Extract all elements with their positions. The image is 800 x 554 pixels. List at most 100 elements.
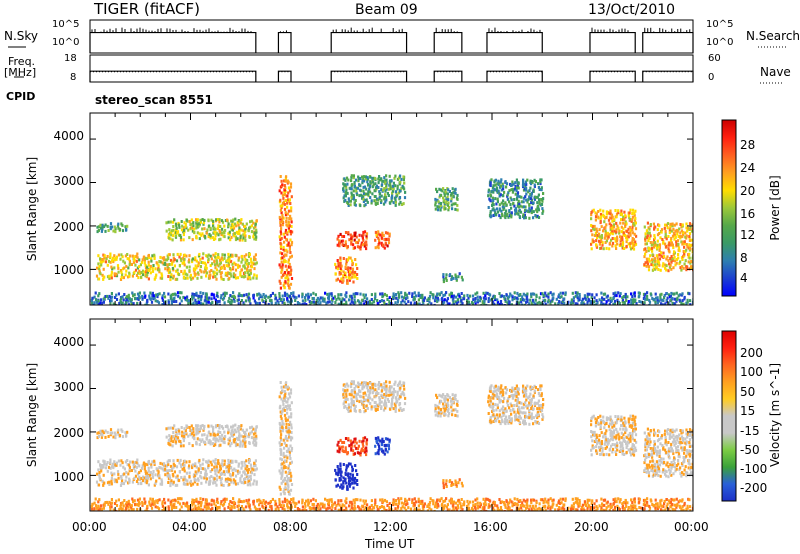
velocity-echo-cell [101, 464, 104, 467]
power-echo-cell [173, 231, 176, 235]
power-echo-cell [246, 277, 249, 281]
power-echo-cell [201, 232, 204, 236]
power-echo-cell [463, 297, 466, 301]
power-echo-cell [243, 254, 246, 258]
velocity-echo-cell [290, 426, 293, 430]
power-echo-cell [658, 224, 661, 228]
power-echo-cell [245, 222, 248, 226]
power-echo-cell [220, 271, 223, 275]
velocity-echo-cell [182, 432, 186, 436]
power-echo-cell [233, 261, 236, 265]
velocity-echo-cell [354, 405, 357, 408]
power-echo-cell [612, 296, 615, 300]
power-echo-cell [233, 299, 236, 303]
velocity-echo-cell [493, 393, 496, 397]
power-echo-cell [258, 301, 261, 305]
power-echo-cell [209, 254, 212, 258]
power-echo-cell [222, 264, 225, 268]
power-echo-cell [659, 268, 662, 272]
velocity-echo-cell [228, 482, 231, 486]
power-echo-cell [502, 202, 505, 206]
power-echo-cell [669, 257, 672, 260]
power-echo-cell [665, 244, 668, 248]
power-echo-cell [140, 271, 143, 274]
power-echo-cell [248, 269, 251, 273]
velocity-echo-cell [234, 474, 238, 478]
power-echo-cell [343, 183, 347, 187]
power-echo-cell [614, 244, 617, 248]
power-echo-cell [615, 228, 618, 232]
power-echo-cell [280, 236, 283, 240]
power-echo-cell [506, 193, 509, 197]
power-echo-cell [335, 265, 338, 269]
power-echo-cell [605, 210, 608, 214]
power-echo-cell [347, 276, 350, 280]
velocity-echo-cell [240, 466, 243, 470]
power-echo-cell [448, 190, 451, 193]
velocity-echo-cell [290, 412, 293, 416]
power-echo-cell [301, 292, 304, 296]
power-echo-cell [617, 209, 620, 213]
power-echo-cell [97, 294, 100, 298]
velocity-echo-cell [505, 391, 508, 395]
velocity-echo-cell [452, 408, 455, 412]
power-echo-cell [398, 196, 402, 199]
power-echo-cell [115, 272, 118, 276]
power-echo-cell [471, 294, 475, 298]
power-echo-cell [243, 232, 246, 236]
power-echo-cell [339, 256, 342, 260]
power-echo-cell [504, 299, 507, 303]
velocity-echo-cell [253, 443, 256, 447]
power-echo-cell [285, 216, 288, 220]
velocity-echo-cell [227, 469, 231, 473]
velocity-echo-cell [502, 413, 505, 417]
velocity-echo-cell [173, 464, 176, 468]
power-echo-cell [600, 300, 603, 304]
power-echo-cell [169, 278, 172, 282]
velocity-echo-cell [356, 479, 359, 482]
power-echo-cell [334, 301, 337, 304]
power-echo-cell [522, 196, 525, 200]
velocity-echo-cell [175, 475, 178, 479]
power-echo-cell [436, 190, 439, 194]
velocity-echo-cell [342, 480, 345, 484]
power-echo-cell [640, 300, 643, 304]
power-echo-cell [483, 302, 486, 305]
power-echo-cell [450, 278, 453, 281]
power-echo-cell [185, 226, 188, 230]
power-echo-cell [684, 259, 687, 263]
power-echo-cell [594, 231, 598, 235]
power-echo-cell [254, 222, 257, 226]
velocity-echo-cell [347, 384, 350, 388]
velocity-echo-cell [214, 481, 217, 484]
velocity-echo-cell [194, 462, 197, 466]
velocity-echo-cell [385, 380, 388, 384]
power-echo-cell [97, 299, 100, 303]
velocity-echo-cell [451, 393, 454, 397]
velocity-echo-cell [359, 383, 362, 386]
power-echo-cell [502, 207, 505, 211]
power-echo-cell [106, 275, 110, 279]
power-echo-cell [591, 224, 594, 228]
power-echo-cell [339, 232, 342, 236]
velocity-echo-cell [402, 381, 405, 385]
power-echo-cell [590, 296, 593, 300]
power-echo-cell [454, 273, 457, 277]
power-echo-cell [383, 176, 386, 180]
power-echo-cell [455, 302, 458, 305]
velocity-echo-cell [285, 443, 288, 447]
power-echo-cell [358, 300, 361, 304]
velocity-echo-cell [359, 410, 362, 414]
power-echo-cell [367, 300, 370, 304]
power-echo-cell [624, 292, 627, 296]
power-echo-cell [658, 232, 661, 235]
power-echo-cell [443, 191, 446, 195]
velocity-echo-cell [247, 434, 250, 438]
power-echo-cell [122, 276, 125, 280]
velocity-echo-cell [238, 438, 241, 442]
power-echo-cell [274, 296, 278, 300]
power-echo-cell [441, 301, 444, 305]
power-echo-cell [489, 210, 492, 214]
power-echo-cell [340, 264, 343, 268]
power-echo-cell [652, 267, 655, 271]
